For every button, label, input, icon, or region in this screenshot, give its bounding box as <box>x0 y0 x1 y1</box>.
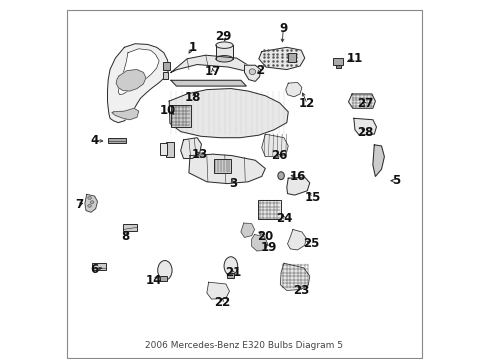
Text: 22: 22 <box>214 296 230 309</box>
Text: 18: 18 <box>184 91 200 104</box>
Text: 2006 Mercedes-Benz E320 Bulbs Diagram 5: 2006 Mercedes-Benz E320 Bulbs Diagram 5 <box>145 341 343 350</box>
Polygon shape <box>180 138 201 158</box>
Text: 16: 16 <box>289 170 305 183</box>
Text: 26: 26 <box>271 149 287 162</box>
Text: 13: 13 <box>191 148 207 161</box>
Bar <box>287 53 296 62</box>
Bar <box>333 58 343 65</box>
Text: 10: 10 <box>159 104 175 117</box>
Ellipse shape <box>224 257 237 275</box>
Polygon shape <box>169 89 287 138</box>
Polygon shape <box>285 82 301 97</box>
Polygon shape <box>171 55 247 72</box>
Text: 28: 28 <box>357 126 373 139</box>
Polygon shape <box>286 177 309 195</box>
Text: 7: 7 <box>75 198 83 211</box>
Ellipse shape <box>215 42 233 48</box>
Text: 24: 24 <box>276 212 292 225</box>
Text: 12: 12 <box>299 98 315 111</box>
Ellipse shape <box>277 172 284 180</box>
Bar <box>258 200 281 220</box>
Polygon shape <box>171 80 246 86</box>
Bar <box>214 159 231 173</box>
Text: 21: 21 <box>224 266 241 279</box>
Ellipse shape <box>88 204 91 207</box>
Text: 3: 3 <box>228 177 237 190</box>
Bar <box>166 142 174 157</box>
Polygon shape <box>251 234 267 251</box>
Text: 29: 29 <box>215 30 231 43</box>
Bar <box>335 65 340 68</box>
Polygon shape <box>107 44 169 123</box>
Text: 8: 8 <box>121 230 129 243</box>
Text: 4: 4 <box>90 134 99 147</box>
Bar <box>123 225 137 231</box>
Bar <box>160 276 167 281</box>
Ellipse shape <box>158 261 172 280</box>
Ellipse shape <box>215 55 233 62</box>
Polygon shape <box>258 47 304 69</box>
Text: 23: 23 <box>292 284 308 297</box>
Bar <box>163 62 169 69</box>
Text: 19: 19 <box>260 241 277 254</box>
Bar <box>160 143 166 155</box>
Polygon shape <box>118 49 159 95</box>
Ellipse shape <box>90 201 94 204</box>
Text: 6: 6 <box>90 263 99 276</box>
Polygon shape <box>353 118 376 135</box>
Text: 27: 27 <box>357 98 373 111</box>
Text: 20: 20 <box>257 230 273 243</box>
Polygon shape <box>244 65 260 81</box>
Polygon shape <box>112 108 139 120</box>
Text: 1: 1 <box>188 41 196 54</box>
Bar <box>92 263 106 270</box>
Polygon shape <box>116 69 145 91</box>
Ellipse shape <box>88 197 91 199</box>
Polygon shape <box>261 134 287 157</box>
Text: 2: 2 <box>255 64 264 77</box>
Polygon shape <box>287 229 305 250</box>
Polygon shape <box>85 194 97 212</box>
Bar <box>171 105 190 127</box>
Bar <box>107 138 126 143</box>
Polygon shape <box>206 282 229 299</box>
Polygon shape <box>280 263 309 291</box>
Polygon shape <box>241 223 254 237</box>
Bar <box>227 273 233 278</box>
Text: 25: 25 <box>302 237 318 250</box>
Text: 14: 14 <box>145 274 162 287</box>
Polygon shape <box>348 94 375 108</box>
Bar <box>215 45 233 59</box>
Text: 15: 15 <box>305 191 321 204</box>
Ellipse shape <box>249 69 255 75</box>
Text: 17: 17 <box>204 65 221 78</box>
Polygon shape <box>372 145 384 176</box>
Polygon shape <box>188 154 265 184</box>
Bar <box>163 72 168 79</box>
Text: 9: 9 <box>279 22 287 35</box>
Text: 11: 11 <box>346 51 362 64</box>
Text: 5: 5 <box>391 174 399 187</box>
